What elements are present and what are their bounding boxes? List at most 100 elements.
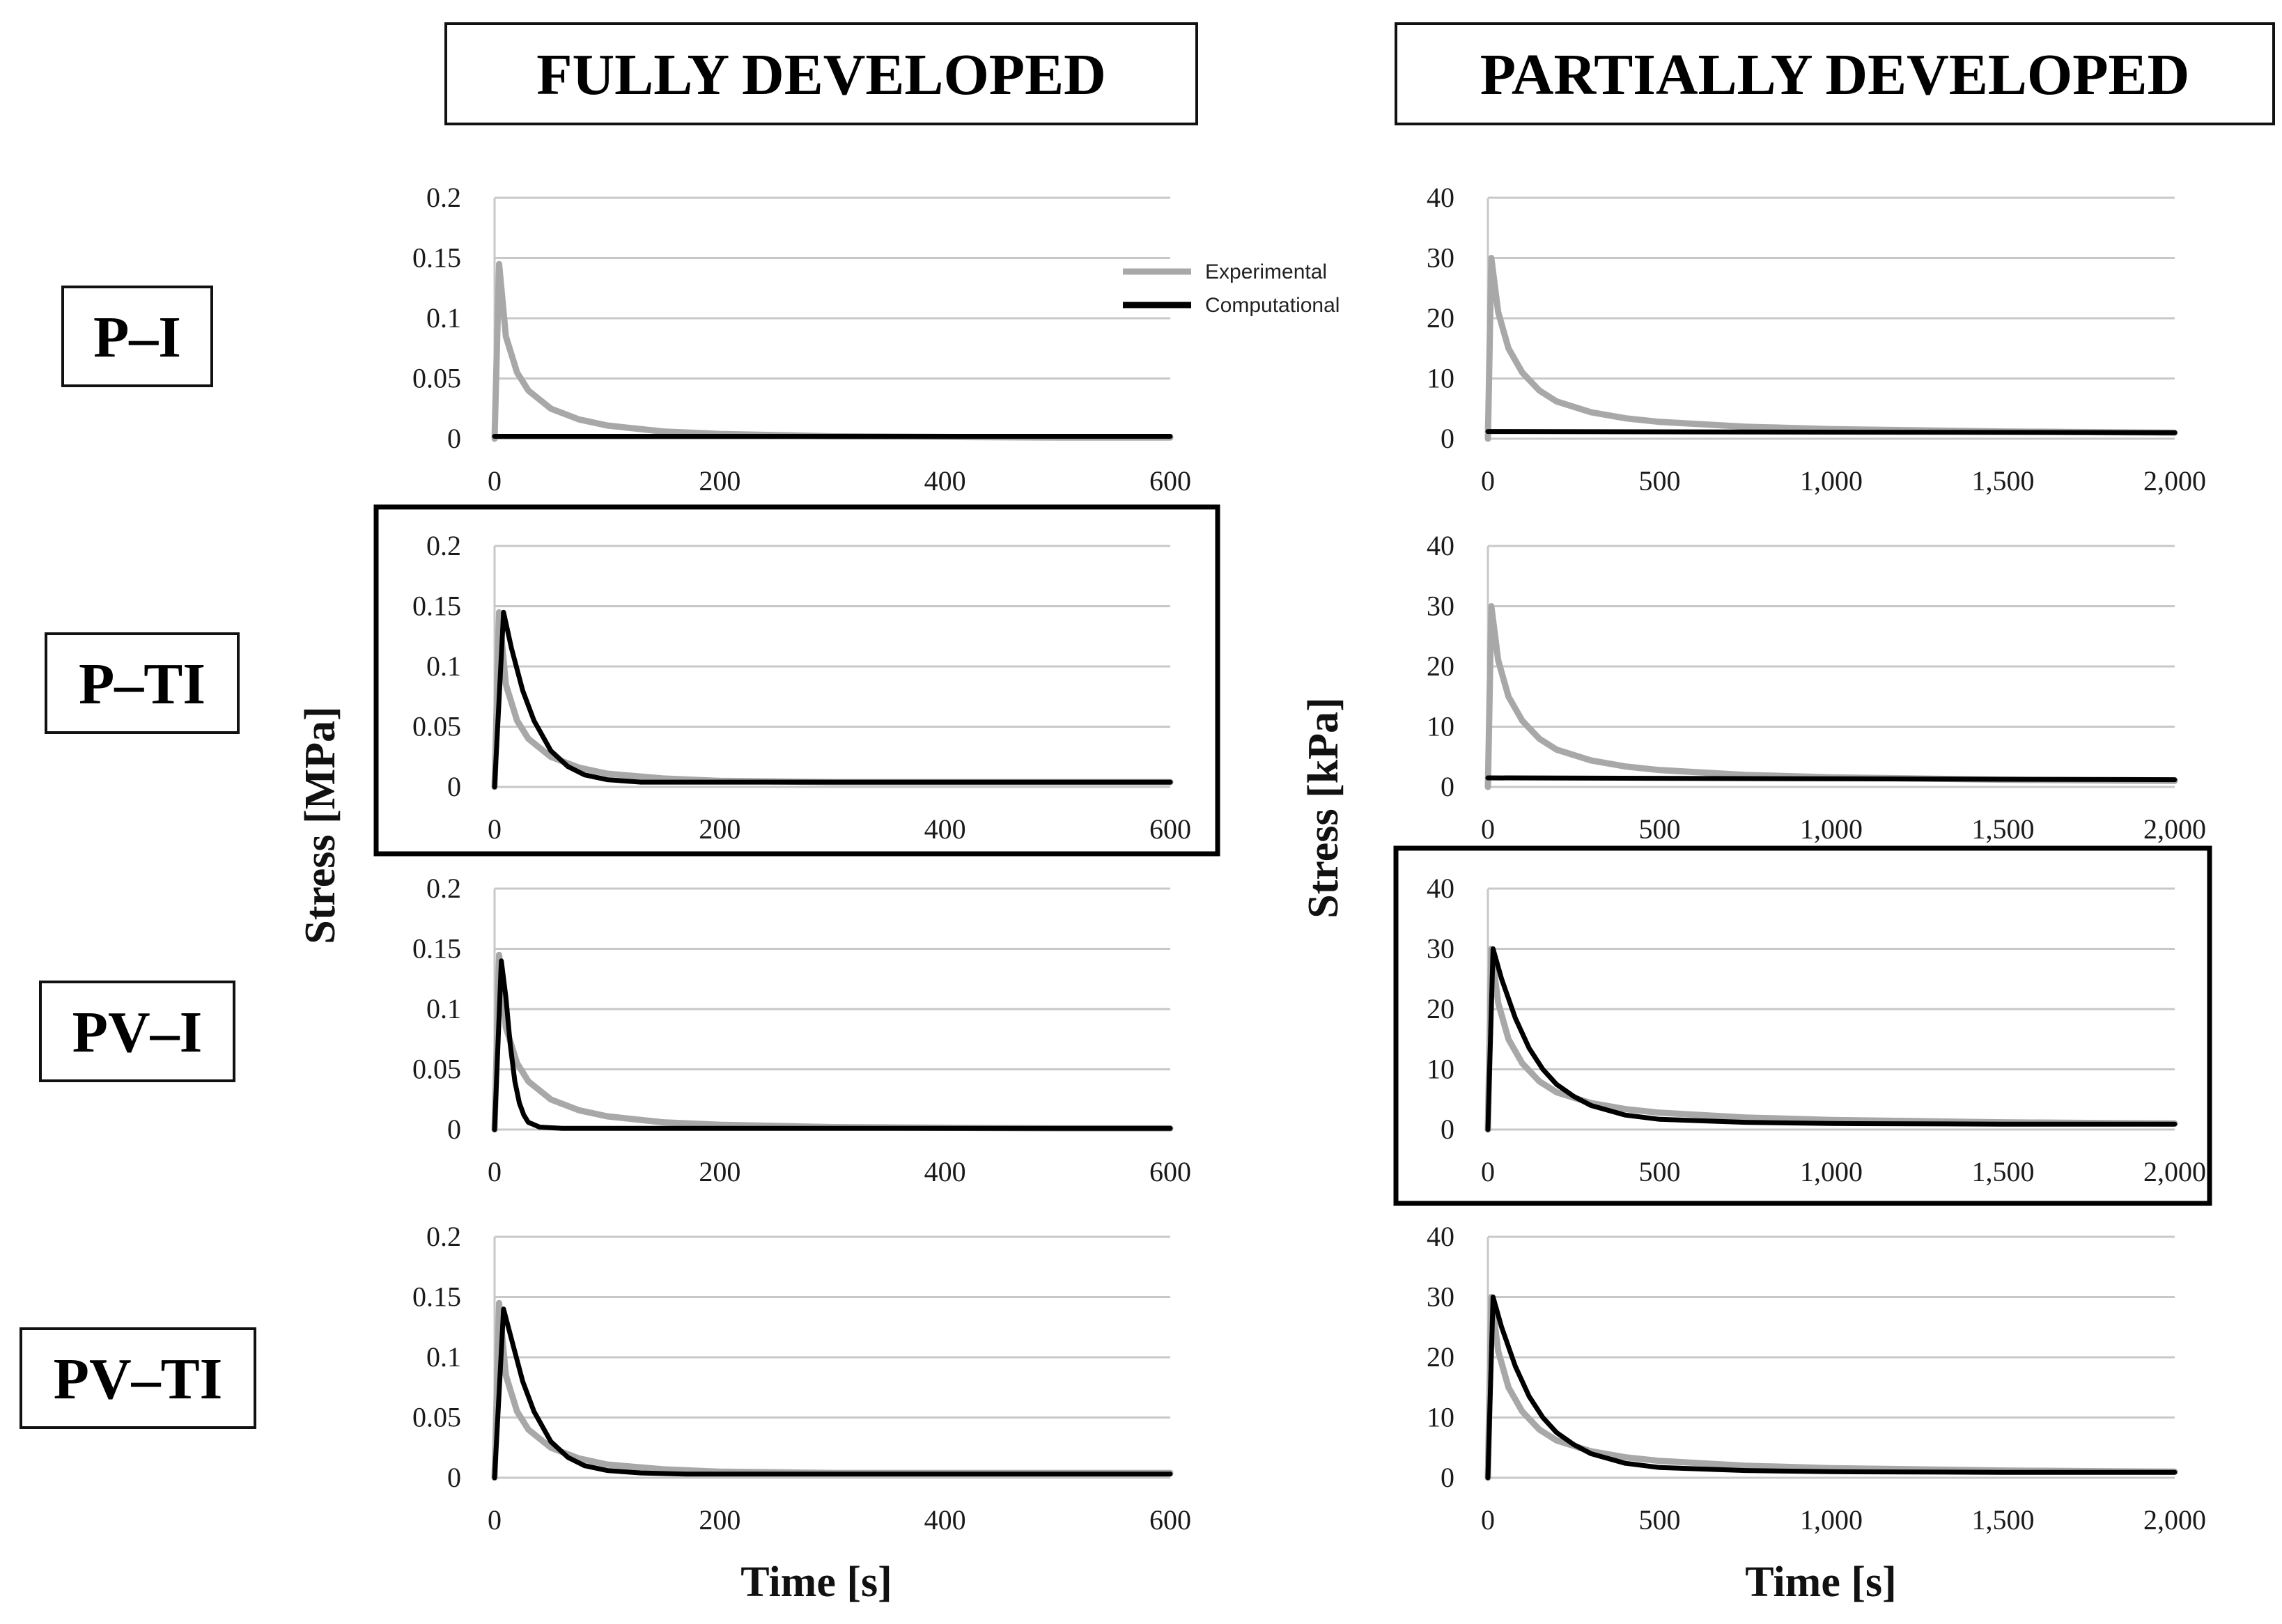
x-tick-label: 400 [924, 813, 966, 845]
series-computational [1485, 946, 2178, 1132]
chart-panel-1: 0 10 20 30 40 0 500 1,000 1,500 2,000 [1427, 182, 2206, 497]
y-tick-label: 10 [1427, 1402, 1454, 1433]
y-tick-label: 0.1 [426, 1341, 461, 1373]
x-tick-label: 0 [1481, 465, 1495, 497]
y-tick-label: 40 [1427, 530, 1454, 561]
y-tick-label: 30 [1427, 591, 1454, 622]
y-tick-label: 0 [447, 423, 461, 454]
chart-panel-4: 0 0.05 0.1 0.15 0.2 0 200 400 600 [412, 873, 1191, 1187]
y-tick-label: 10 [1427, 363, 1454, 394]
x-tick-label: 500 [1639, 1156, 1681, 1187]
y-tick-label: 0.15 [412, 1281, 461, 1313]
row-label-p-i-text: P–I [93, 305, 181, 370]
legend-label-computational: Computational [1205, 294, 1340, 317]
x-tick-label: 200 [699, 465, 740, 497]
row-label-p-ti: P–TI [45, 632, 240, 734]
x-tick-label: 200 [699, 813, 740, 845]
x-tick-label: 400 [924, 1504, 966, 1536]
y-tick-label: 10 [1427, 711, 1454, 742]
y-tick-label: 40 [1427, 1221, 1454, 1252]
series-computational [1485, 429, 2178, 435]
y-tick-label: 0 [447, 771, 461, 802]
chart-panel-0: 0 0.05 0.1 0.15 0.2 0 200 400 600 [412, 182, 1191, 497]
series-computational [1485, 1295, 2178, 1481]
y-tick-label: 0.1 [426, 302, 461, 334]
y-tick-label: 0 [1441, 1114, 1454, 1145]
y-axis-label-right: Stress [kPa] [1300, 697, 1347, 918]
series-computational [492, 958, 1173, 1132]
chart-panel-6: 0 0.05 0.1 0.15 0.2 0 200 400 600 [412, 1221, 1191, 1536]
x-tick-label: 0 [1481, 813, 1495, 845]
y-tick-label: 0 [1441, 423, 1454, 454]
legend-label-experimental: Experimental [1205, 260, 1327, 283]
x-tick-label: 500 [1639, 465, 1681, 497]
column-header-partially-developed: PARTIALLY DEVELOPED [1395, 22, 2275, 125]
x-tick-label: 0 [1481, 1504, 1495, 1536]
highlight-box [373, 504, 1220, 857]
x-tick-label: 1,500 [1972, 1504, 2035, 1536]
y-tick-label: 0 [1441, 771, 1454, 802]
x-tick-label: 200 [699, 1156, 740, 1187]
y-tick-label: 0.15 [412, 591, 461, 622]
column-header-partially-developed-text: PARTIALLY DEVELOPED [1480, 42, 2189, 107]
x-tick-label: 1,000 [1800, 813, 1863, 845]
x-tick-label: 2,000 [2143, 813, 2206, 845]
x-axis-label-right: Time [s] [1745, 1559, 1897, 1606]
y-tick-label: 40 [1427, 182, 1454, 213]
x-tick-label: 0 [488, 465, 502, 497]
x-tick-label: 400 [924, 1156, 966, 1187]
x-tick-label: 1,500 [1972, 465, 2035, 497]
x-tick-label: 1,000 [1800, 1504, 1863, 1536]
row-label-pv-ti-text: PV–TI [54, 1347, 223, 1412]
column-header-fully-developed-text: FULLY DEVELOPED [536, 42, 1106, 107]
row-label-pv-ti: PV–TI [20, 1327, 256, 1429]
chart-panel-3: 0 10 20 30 40 0 500 1,000 1,500 2,000 [1427, 530, 2206, 845]
y-tick-label: 10 [1427, 1054, 1454, 1085]
x-tick-label: 0 [488, 813, 502, 845]
y-tick-label: 20 [1427, 650, 1454, 682]
series-computational [492, 609, 1173, 790]
x-tick-label: 2,000 [2143, 465, 2206, 497]
x-tick-label: 0 [488, 1156, 502, 1187]
x-tick-label: 500 [1639, 1504, 1681, 1536]
y-tick-label: 0.2 [426, 873, 461, 904]
x-tick-label: 1,500 [1972, 1156, 2035, 1187]
y-tick-label: 0.2 [426, 530, 461, 561]
row-label-pv-i-text: PV–I [72, 1000, 203, 1065]
legend: Experimental Computational [1123, 260, 1340, 317]
y-tick-label: 20 [1427, 993, 1454, 1024]
y-tick-label: 0 [447, 1462, 461, 1493]
x-tick-label: 500 [1639, 813, 1681, 845]
series-computational [1485, 775, 2178, 783]
x-tick-label: 200 [699, 1504, 740, 1536]
x-tick-label: 1,000 [1800, 465, 1863, 497]
x-tick-label: 0 [1481, 1156, 1495, 1187]
y-tick-label: 0.05 [412, 1054, 461, 1085]
row-label-p-i: P–I [61, 286, 213, 387]
highlight-box [1393, 845, 2212, 1206]
x-tick-label: 400 [924, 465, 966, 497]
row-label-p-ti-text: P–TI [79, 652, 205, 717]
x-tick-label: 1,500 [1972, 813, 2035, 845]
y-tick-label: 20 [1427, 302, 1454, 334]
x-tick-label: 600 [1149, 1504, 1191, 1536]
y-tick-label: 0.1 [426, 993, 461, 1024]
y-tick-label: 0 [1441, 1462, 1454, 1493]
y-tick-label: 0.2 [426, 1221, 461, 1252]
chart-panel-2: 0 0.05 0.1 0.15 0.2 0 200 400 600 [373, 504, 1220, 857]
y-tick-label: 0.15 [412, 933, 461, 965]
x-axis-label-left: Time [s] [740, 1559, 892, 1606]
y-tick-label: 0.1 [426, 650, 461, 682]
x-tick-label: 2,000 [2143, 1156, 2206, 1187]
row-label-pv-i: PV–I [39, 981, 235, 1082]
x-tick-label: 1,000 [1800, 1156, 1863, 1187]
y-tick-label: 30 [1427, 1281, 1454, 1313]
y-tick-label: 0.05 [412, 1402, 461, 1433]
y-axis-label-left: Stress [MPa] [297, 706, 344, 944]
y-tick-label: 40 [1427, 873, 1454, 904]
column-header-fully-developed: FULLY DEVELOPED [444, 22, 1198, 125]
x-tick-label: 0 [488, 1504, 502, 1536]
x-tick-label: 600 [1149, 813, 1191, 845]
